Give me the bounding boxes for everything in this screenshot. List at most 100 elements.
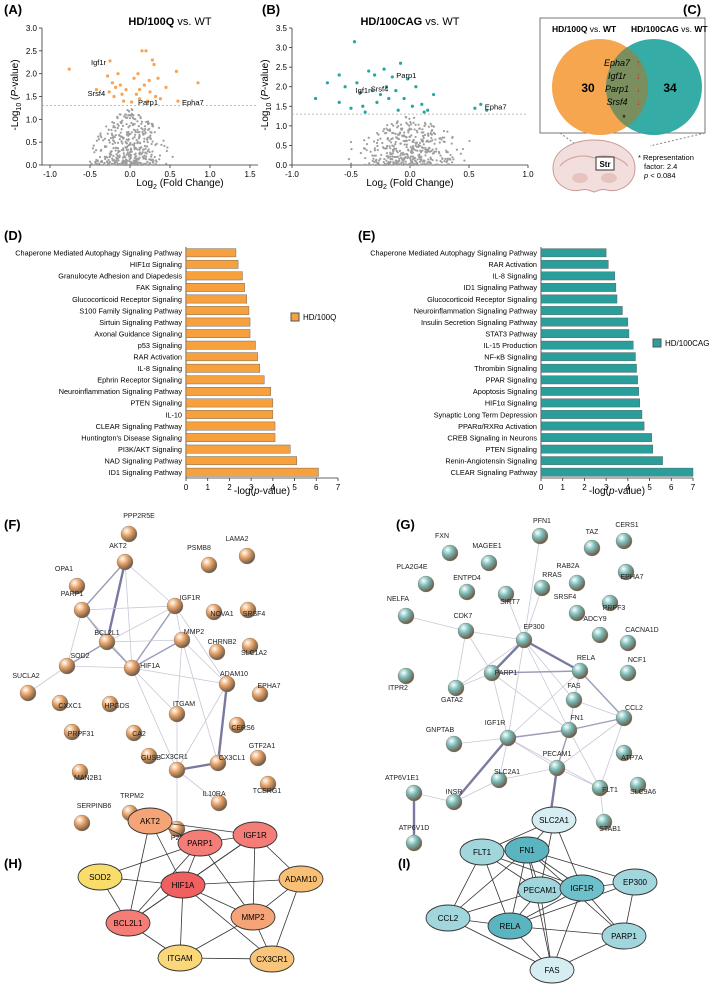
ns-point bbox=[400, 161, 403, 164]
sig-point bbox=[422, 110, 426, 114]
interaction-edge bbox=[174, 605, 228, 685]
ns-point bbox=[382, 130, 385, 133]
protein-label: PSMB8 bbox=[187, 545, 211, 552]
ns-point bbox=[427, 161, 430, 164]
category-label: Granulocyte Adhesion and Diapedesis bbox=[58, 272, 182, 281]
ns-point bbox=[126, 109, 129, 112]
hub-node-label: BCL2L1 bbox=[114, 919, 143, 928]
ns-point bbox=[125, 163, 128, 167]
bar bbox=[185, 271, 243, 281]
ns-point bbox=[445, 160, 448, 164]
bar bbox=[540, 306, 623, 315]
ns-point bbox=[350, 148, 353, 151]
interaction-edge bbox=[507, 737, 558, 769]
bar-chart-d: 0 1 2 3 4 5 6 7 Chaperone Mediated Autophagy Sig… bbox=[15, 247, 341, 492]
ns-point bbox=[103, 155, 106, 158]
protein-node bbox=[458, 583, 476, 601]
x-tick-label: -1.0 bbox=[43, 170, 57, 179]
ns-point bbox=[436, 163, 439, 166]
x-tick-label: 4 bbox=[271, 483, 276, 492]
ns-point bbox=[416, 162, 419, 165]
ns-point bbox=[145, 145, 149, 148]
ns-point bbox=[409, 121, 412, 124]
ns-point bbox=[113, 126, 117, 129]
y-tick-label: 2.5 bbox=[276, 63, 288, 72]
venn-right-title: HD/100CAG vs. WT bbox=[631, 24, 708, 34]
venn-note-line1: * Representation bbox=[638, 153, 694, 162]
bar-chart-e: 0 1 2 3 4 5 6 7 Chaperone Mediated Autophagy Sig… bbox=[370, 247, 696, 492]
protein-node bbox=[63, 723, 81, 741]
ns-point bbox=[349, 162, 353, 165]
ns-point bbox=[143, 144, 146, 148]
ns-point bbox=[429, 122, 432, 126]
sig-point bbox=[375, 100, 379, 104]
protein-label: ADCY9 bbox=[583, 616, 606, 623]
protein-node bbox=[166, 597, 184, 615]
ns-point bbox=[399, 142, 403, 145]
ns-point bbox=[143, 163, 146, 166]
ns-point bbox=[372, 140, 376, 143]
ns-point bbox=[404, 140, 407, 143]
ns-point bbox=[423, 121, 427, 124]
hub-node-label: PARP1 bbox=[611, 932, 637, 941]
ns-point bbox=[146, 120, 150, 123]
ns-point bbox=[109, 151, 112, 154]
sig-point bbox=[140, 49, 144, 53]
ns-point bbox=[116, 154, 119, 157]
ns-point bbox=[414, 149, 417, 152]
ns-point bbox=[407, 149, 410, 152]
ns-point bbox=[106, 160, 109, 163]
x-tick-label: 1 bbox=[560, 483, 565, 492]
sig-point bbox=[164, 85, 168, 89]
ns-point bbox=[407, 129, 410, 132]
protein-node bbox=[483, 664, 501, 682]
ns-point bbox=[150, 131, 153, 134]
protein-label: RELA bbox=[577, 655, 596, 662]
protein-label: PLA2G4E bbox=[396, 564, 427, 571]
protein-node bbox=[200, 556, 218, 574]
ns-point bbox=[131, 143, 134, 146]
ns-point bbox=[93, 151, 96, 154]
brain-outline bbox=[552, 139, 636, 193]
ns-point bbox=[403, 134, 406, 137]
protein-label: EPHA7 bbox=[258, 683, 281, 690]
ns-point bbox=[430, 129, 433, 133]
protein-label: SRSF4 bbox=[554, 594, 577, 601]
protein-label: PRPF3 bbox=[603, 605, 626, 612]
ns-point bbox=[392, 124, 395, 127]
x-tick-label: 2 bbox=[582, 483, 587, 492]
ns-point bbox=[422, 131, 425, 134]
protein-node bbox=[405, 784, 423, 802]
ns-point bbox=[433, 142, 436, 145]
interaction-edge bbox=[507, 639, 525, 739]
ns-point bbox=[376, 138, 379, 142]
ns-point bbox=[425, 163, 428, 166]
ns-point bbox=[98, 162, 101, 165]
ns-point bbox=[413, 163, 416, 166]
sig-point bbox=[361, 104, 365, 108]
protein-node bbox=[98, 633, 116, 651]
ns-point bbox=[389, 141, 393, 144]
y-tick-label: 3.0 bbox=[26, 24, 38, 33]
sig-point bbox=[355, 81, 359, 85]
ns-point bbox=[121, 124, 125, 128]
protein-node bbox=[497, 585, 515, 603]
ns-point bbox=[149, 158, 153, 161]
protein-node bbox=[571, 662, 589, 680]
ns-point bbox=[136, 131, 139, 134]
ns-point bbox=[388, 128, 392, 131]
protein-label: SERPINB6 bbox=[77, 803, 112, 810]
ns-point bbox=[144, 132, 147, 135]
protein-node bbox=[397, 667, 415, 685]
protein-node bbox=[583, 539, 601, 557]
ns-point bbox=[96, 160, 99, 163]
ns-point bbox=[139, 163, 143, 166]
network-g: PFN1 TAZ CERS1 FXN MAGEE1 RAB2A EPHA7 PLA2G4E EN… bbox=[385, 518, 659, 852]
ns-point bbox=[109, 136, 112, 140]
ns-point bbox=[445, 149, 448, 152]
protein-label: CHRNB2 bbox=[208, 639, 237, 646]
ns-point bbox=[125, 123, 128, 126]
ns-point bbox=[412, 148, 415, 151]
protein-label: SUCLA2 bbox=[12, 673, 39, 680]
ns-point bbox=[138, 151, 141, 154]
